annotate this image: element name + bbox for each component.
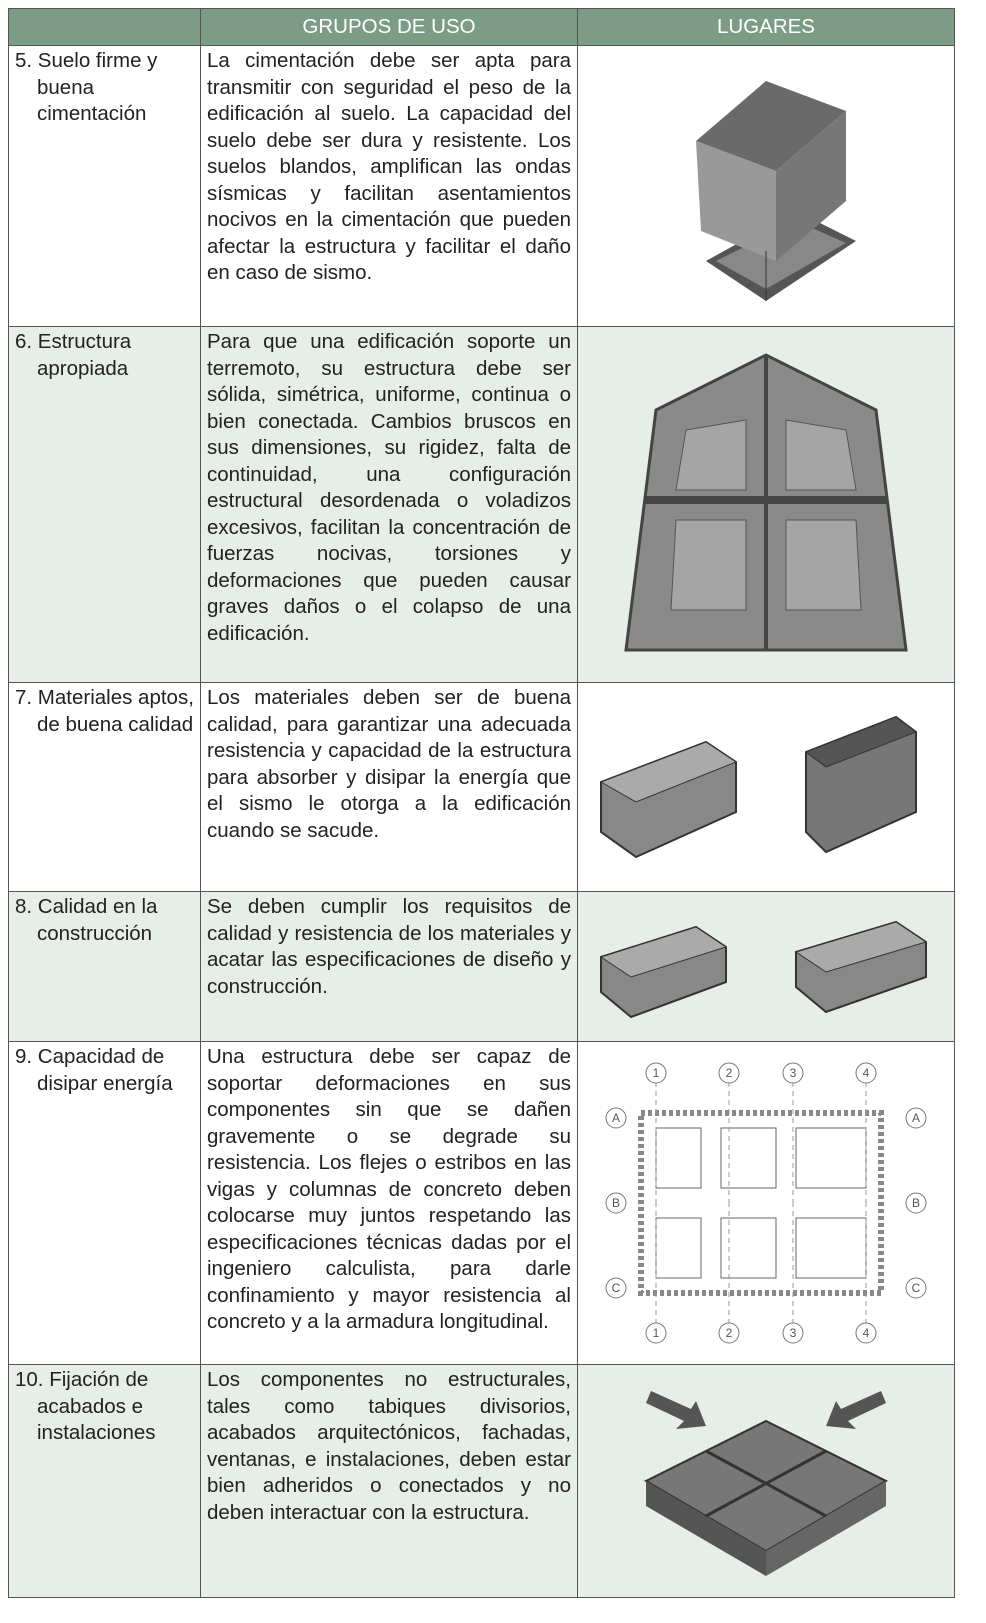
axis-label: A <box>912 1111 920 1125</box>
illustration-cell <box>577 1364 955 1598</box>
axis-label: C <box>612 1281 621 1295</box>
header-cell: LUGARES <box>577 8 955 46</box>
box-illustration <box>643 1391 889 1576</box>
blocks-illustration <box>599 920 928 1018</box>
row: 8. Calidad en la construcción Se deben c… <box>8 891 955 1042</box>
row-text: Para que una edificación soporte un terr… <box>200 326 578 683</box>
axis-bubble <box>782 1062 804 1084</box>
axis-bubble <box>855 1062 877 1084</box>
row-text: Los componentes no estructurales, tales … <box>200 1364 578 1598</box>
row-label: 9. Capacidad de disipar energía <box>8 1041 201 1365</box>
row-text: La cimentación debe ser apta para transm… <box>200 45 578 327</box>
axis-label: 2 <box>726 1326 733 1340</box>
floor-plan: 1 1 2 2 3 3 4 4 A A B B C C <box>605 1062 927 1344</box>
axis-bubble <box>905 1192 927 1214</box>
house-illustration <box>696 81 856 301</box>
illustration-cell <box>577 45 955 327</box>
row: 9. Capacidad de disipar energía Una estr… <box>8 1041 955 1365</box>
row-label: 10. Fijación de acabados e instalaciones <box>8 1364 201 1598</box>
axis-bubble <box>645 1322 667 1344</box>
axis-bubble <box>605 1192 627 1214</box>
table: GRUPOS DE USO LUGARES 5. Suelo firme y bu… <box>8 8 955 1598</box>
axis-bubble <box>605 1107 627 1129</box>
axis-bubble <box>645 1062 667 1084</box>
axis-bubble <box>718 1062 740 1084</box>
row-text: Los materiales deben ser de buena calida… <box>200 682 578 892</box>
row: 5. Suelo firme y buena cimentación La ci… <box>8 45 955 327</box>
axis-label: B <box>912 1196 920 1210</box>
axis-bubble <box>855 1322 877 1344</box>
row-label: 6. Estructura apropiada <box>8 326 201 683</box>
axis-bubble <box>905 1107 927 1129</box>
row-text: Una estructura debe ser capaz de soporta… <box>200 1041 578 1365</box>
axis-bubble <box>782 1322 804 1344</box>
row: 6. Estructura apropiada Para que una edi… <box>8 326 955 683</box>
illustration-cell: 1 1 2 2 3 3 4 4 A A B B C C <box>577 1041 955 1365</box>
axis-label: C <box>912 1281 921 1295</box>
axis-label: 1 <box>653 1326 660 1340</box>
axis-label: 1 <box>653 1066 660 1080</box>
row-label: 7. Materiales aptos, de buena calidad <box>8 682 201 892</box>
row-text: Se deben cumplir los requisitos de calid… <box>200 891 578 1042</box>
structure-illustration <box>624 352 908 651</box>
illustration-cell <box>577 891 955 1042</box>
row: 10. Fijación de acabados e instalaciones… <box>8 1364 955 1598</box>
header-row: GRUPOS DE USO LUGARES <box>8 8 955 46</box>
axis-label: 2 <box>726 1066 733 1080</box>
axis-label: 3 <box>790 1326 797 1340</box>
header-cell <box>8 8 201 46</box>
illustration-cell <box>577 682 955 892</box>
axis-label: 4 <box>863 1066 870 1080</box>
axis-label: B <box>612 1196 620 1210</box>
row-label: 5. Suelo firme y buena cimentación <box>8 45 201 327</box>
axis-bubble <box>605 1277 627 1299</box>
row-label: 8. Calidad en la construcción <box>8 891 201 1042</box>
axis-label: 4 <box>863 1326 870 1340</box>
illustration-cell <box>577 326 955 683</box>
axis-label: A <box>612 1111 620 1125</box>
blocks-illustration <box>599 715 918 859</box>
axis-bubble <box>718 1322 740 1344</box>
row: 7. Materiales aptos, de buena calidad Lo… <box>8 682 955 892</box>
axis-label: 3 <box>790 1066 797 1080</box>
header-cell: GRUPOS DE USO <box>200 8 578 46</box>
axis-bubble <box>905 1277 927 1299</box>
